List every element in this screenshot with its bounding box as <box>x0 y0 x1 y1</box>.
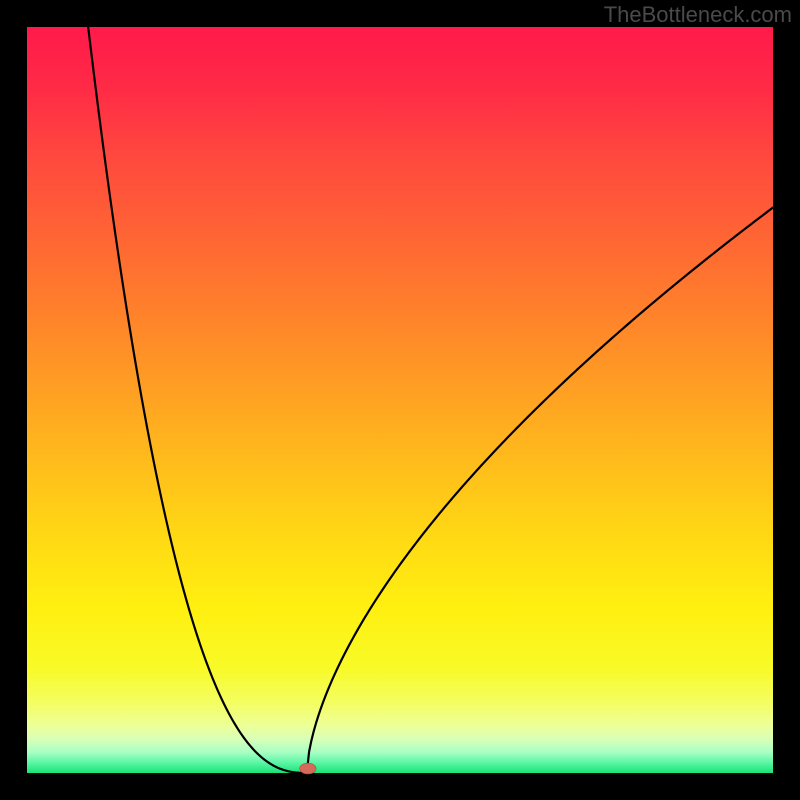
chart-background <box>27 27 773 773</box>
optimal-point-marker <box>300 763 316 774</box>
chart-canvas <box>0 0 800 800</box>
watermark-text: TheBottleneck.com <box>604 2 792 28</box>
bottleneck-chart: TheBottleneck.com <box>0 0 800 800</box>
